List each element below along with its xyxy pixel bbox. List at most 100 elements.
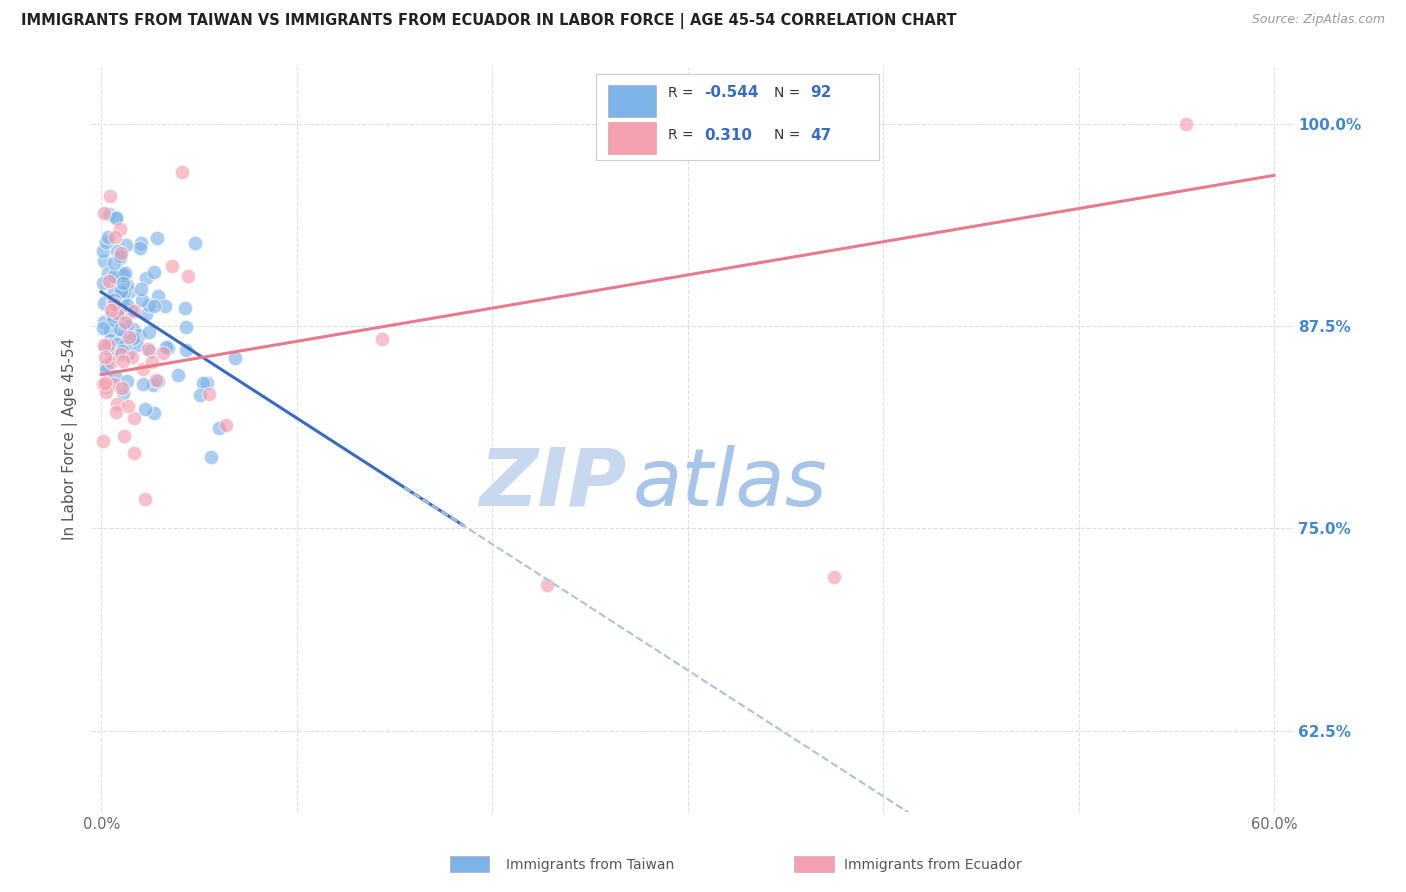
Text: Source: ZipAtlas.com: Source: ZipAtlas.com — [1251, 13, 1385, 27]
Point — [823, 570, 845, 584]
Point — [200, 450, 222, 465]
Point — [114, 310, 136, 325]
Point — [117, 399, 139, 413]
Text: Immigrants from Ecuador: Immigrants from Ecuador — [844, 858, 1021, 872]
Point — [131, 293, 153, 307]
Point — [184, 235, 207, 250]
Point — [110, 347, 132, 361]
Point — [142, 378, 165, 392]
FancyBboxPatch shape — [609, 85, 657, 117]
Point — [141, 355, 163, 369]
Point — [371, 332, 394, 346]
Point — [110, 251, 132, 265]
Point — [208, 421, 231, 435]
Point — [105, 306, 128, 320]
Point — [122, 322, 145, 336]
Point — [103, 256, 125, 270]
Point — [111, 276, 134, 290]
Point — [174, 320, 197, 334]
Point — [167, 368, 190, 383]
Point — [142, 299, 165, 313]
Point — [111, 301, 134, 316]
Text: -0.544: -0.544 — [704, 86, 759, 101]
Point — [112, 429, 135, 443]
Point — [96, 380, 118, 394]
Point — [117, 297, 139, 311]
Point — [110, 245, 132, 260]
Point — [136, 343, 159, 357]
Text: Immigrants from Taiwan: Immigrants from Taiwan — [506, 858, 675, 872]
Point — [122, 410, 145, 425]
Point — [100, 333, 122, 347]
Point — [93, 253, 115, 268]
Y-axis label: In Labor Force | Age 45-54: In Labor Force | Age 45-54 — [62, 338, 79, 541]
Point — [146, 374, 169, 388]
Point — [193, 376, 215, 390]
Point — [143, 265, 166, 279]
Point — [118, 330, 141, 344]
Point — [115, 375, 138, 389]
Point — [112, 354, 135, 368]
Point — [145, 373, 167, 387]
Point — [98, 323, 121, 337]
Point — [103, 377, 125, 392]
Point — [124, 304, 146, 318]
Text: 0.310: 0.310 — [704, 128, 752, 143]
Point — [103, 296, 125, 310]
Point — [146, 231, 169, 245]
Point — [172, 165, 194, 179]
Bar — [794, 856, 834, 872]
Point — [98, 189, 121, 203]
Point — [93, 338, 115, 352]
Point — [112, 339, 135, 353]
Point — [155, 340, 177, 354]
Point — [97, 338, 120, 352]
Point — [174, 343, 197, 358]
Point — [100, 303, 122, 318]
Point — [110, 266, 132, 280]
Point — [125, 337, 148, 351]
Point — [121, 350, 143, 364]
Point — [105, 244, 128, 258]
Point — [148, 289, 170, 303]
Point — [91, 434, 114, 448]
Point — [101, 307, 124, 321]
Point — [536, 578, 558, 592]
Point — [118, 285, 141, 299]
Point — [134, 491, 156, 506]
Point — [120, 303, 142, 318]
Point — [101, 313, 124, 327]
Point — [93, 315, 115, 329]
Point — [110, 284, 132, 298]
Point — [103, 269, 125, 284]
Text: ZIP: ZIP — [479, 445, 626, 523]
Point — [135, 308, 157, 322]
Point — [143, 406, 166, 420]
Point — [103, 285, 125, 299]
Point — [103, 293, 125, 307]
Point — [93, 205, 115, 219]
Point — [96, 230, 118, 244]
Text: IMMIGRANTS FROM TAIWAN VS IMMIGRANTS FROM ECUADOR IN LABOR FORCE | AGE 45-54 COR: IMMIGRANTS FROM TAIWAN VS IMMIGRANTS FRO… — [21, 13, 956, 29]
Point — [91, 276, 114, 290]
Point — [135, 270, 157, 285]
Point — [111, 381, 134, 395]
Point — [197, 387, 219, 401]
Point — [104, 230, 127, 244]
Point — [93, 351, 115, 365]
Point — [110, 222, 132, 236]
Point — [129, 282, 152, 296]
Point — [114, 237, 136, 252]
Point — [132, 362, 155, 376]
Point — [156, 341, 179, 355]
Point — [105, 397, 128, 411]
Point — [138, 325, 160, 339]
Point — [117, 347, 139, 361]
FancyBboxPatch shape — [596, 74, 879, 160]
Point — [188, 388, 211, 402]
Text: R =: R = — [668, 86, 699, 100]
Point — [94, 363, 117, 377]
Point — [93, 376, 115, 390]
Point — [98, 274, 121, 288]
Point — [107, 269, 129, 284]
